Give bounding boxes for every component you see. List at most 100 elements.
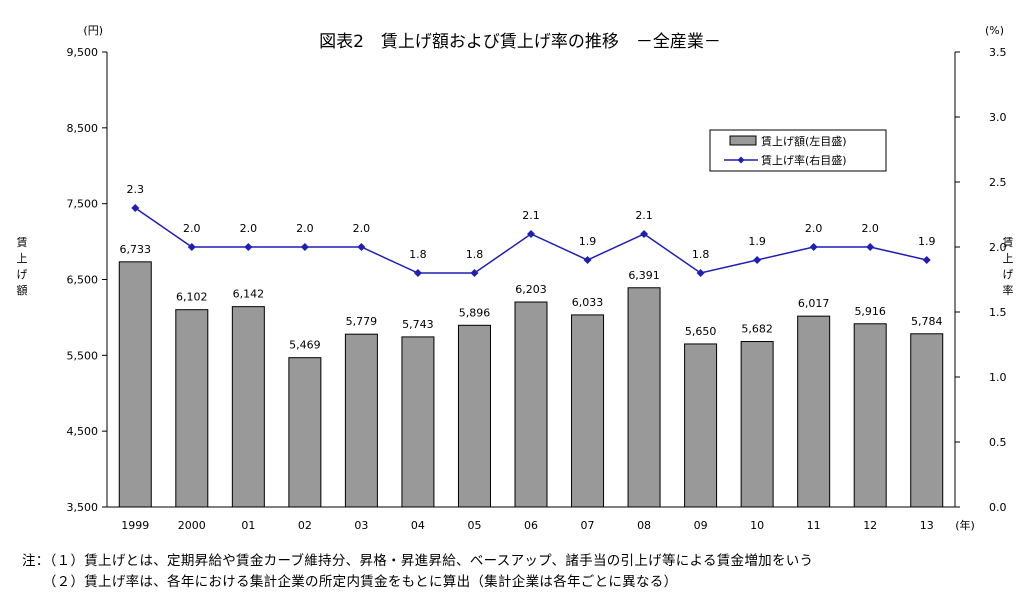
bar [401, 336, 435, 508]
x-tick-label: 05 [467, 519, 481, 532]
right-tick-label: 2.0 [989, 241, 1007, 254]
bar [797, 315, 831, 508]
bar [853, 323, 887, 508]
line-series: 2.3 2.0 2.0 2.0 2.0 1.8 1.8 2.1 1.9 2.1 1.8 1.9 2.0 2… [127, 183, 936, 277]
rate-point [187, 243, 196, 251]
rate-value-label: 1.8 [466, 248, 484, 261]
x-tick-label: 12 [863, 519, 877, 532]
rate-point [357, 243, 366, 251]
note-2: （２）賃上げ率は、各年における集計企業の所定内賃金をもとに算出（集計企業は各年ご… [22, 574, 678, 590]
rate-value-label: 2.3 [127, 183, 145, 196]
legend-bar-swatch [729, 135, 757, 146]
x-tick-label: 03 [354, 519, 368, 532]
bar [740, 341, 774, 508]
rate-point [527, 230, 535, 238]
right-axis-label-char: 上 [1003, 252, 1014, 265]
rate-point [300, 243, 309, 251]
bar-value-label: 5,916 [854, 305, 886, 318]
x-tick-label: 01 [241, 519, 255, 532]
bar-value-label: 5,784 [911, 315, 943, 328]
bar [571, 314, 605, 508]
right-tick-label: 2.5 [989, 176, 1007, 189]
bar-value-label: 5,896 [459, 306, 491, 319]
right-tick-label: 1.5 [989, 306, 1007, 319]
left-tick-label: 9,500 [67, 46, 99, 59]
chart: 図表2 賃上げ額および賃上げ率の推移 －全産業－ 3,500 4,500 5,500… [17, 24, 1014, 532]
right-axis: 0.0 0.5 1.0 1.5 2.0 2.5 3.0 3.5 (%) 賃上げ率 [954, 24, 1014, 514]
rate-value-label: 2.0 [296, 222, 314, 235]
rate-value-label: 2.0 [353, 222, 371, 235]
rate-point [866, 243, 875, 251]
rate-value-label: 1.8 [692, 248, 710, 261]
legend-bar-label: 賃上げ額(左目盛) [761, 134, 847, 148]
bar-value-label: 5,469 [289, 339, 321, 352]
rate-point [470, 269, 479, 277]
rate-value-label: 2.1 [522, 209, 540, 222]
x-tick-label: 02 [298, 519, 312, 532]
x-axis: 1999 2000 01 02 03 04 05 06 07 08 09 10 11 12 13 (年) [107, 506, 975, 532]
right-axis-label-char: 賃 [1003, 235, 1014, 249]
bar [457, 324, 491, 508]
right-tick-label: 3.5 [989, 46, 1007, 59]
bar-value-label: 6,733 [120, 243, 152, 256]
left-axis-label-char: げ [17, 268, 28, 281]
rate-point [809, 243, 818, 251]
rate-point [696, 269, 705, 277]
right-axis-unit: (%) [985, 24, 1004, 37]
rate-value-label: 1.8 [409, 248, 427, 261]
note-1: 注：（１）賃上げとは、定期昇給や賃金カーブ維持分、昇格・昇進昇給、ベースアップ、… [22, 553, 814, 569]
bar [627, 287, 661, 508]
rate-value-label: 1.9 [579, 235, 597, 248]
x-tick-label: 11 [807, 519, 821, 532]
left-tick-label: 6,500 [67, 274, 99, 287]
bar-value-label: 6,391 [628, 269, 660, 282]
bar-value-label: 6,017 [798, 297, 830, 310]
bar [344, 333, 378, 508]
rate-value-label: 2.0 [183, 222, 201, 235]
bar [684, 343, 718, 508]
right-axis-label-char: げ [1003, 268, 1014, 281]
x-tick-label: 2000 [178, 519, 206, 532]
bar-value-label: 6,142 [233, 288, 265, 301]
bar-series: 6,733 6,102 6,142 5,469 5,779 5,743 5,896 6,203… [118, 243, 944, 508]
rate-value-label: 1.9 [748, 235, 766, 248]
x-axis-unit: (年) [955, 518, 975, 532]
legend-line-label: 賃上げ率(右目盛) [761, 153, 847, 167]
bar-value-label: 6,203 [515, 283, 547, 296]
rate-value-label: 2.0 [861, 222, 879, 235]
bar-value-label: 5,743 [402, 318, 434, 331]
left-tick-label: 3,500 [67, 501, 99, 514]
legend: 賃上げ額(左目盛) 賃上げ率(右目盛) [709, 129, 887, 172]
left-axis-label-char: 額 [17, 284, 28, 297]
bar [288, 357, 322, 508]
bar-value-label: 5,779 [346, 315, 378, 328]
bar-value-label: 6,102 [176, 291, 208, 304]
left-axis-label-char: 上 [17, 252, 28, 265]
left-tick-label: 7,500 [67, 198, 99, 211]
chart-title: 図表2 賃上げ額および賃上げ率の推移 －全産業－ [319, 32, 721, 52]
x-tick-label: 10 [750, 519, 764, 532]
bar [910, 333, 944, 508]
x-tick-label: 1999 [121, 519, 149, 532]
left-axis-label-char: 賃 [17, 235, 28, 249]
bar-value-label: 6,033 [572, 296, 604, 309]
legend-line-marker [737, 156, 745, 164]
rate-point [922, 256, 931, 264]
right-tick-label: 0.0 [989, 501, 1007, 514]
rate-point [640, 230, 649, 238]
x-tick-label: 06 [524, 519, 538, 532]
rate-value-label: 1.9 [918, 235, 936, 248]
rate-point [583, 256, 592, 264]
x-tick-label: 13 [920, 519, 934, 532]
rate-value-label: 2.1 [635, 209, 653, 222]
rate-point [244, 243, 253, 251]
left-axis-unit: (円) [83, 24, 103, 37]
bar [118, 261, 152, 508]
x-tick-label: 07 [581, 519, 595, 532]
rate-point [753, 256, 762, 264]
left-axis: 3,500 4,500 5,500 6,500 7,500 8,500 9,500 (円) 賃上… [17, 24, 108, 514]
left-tick-label: 8,500 [67, 122, 99, 135]
bar [514, 301, 548, 508]
right-tick-label: 0.5 [989, 436, 1007, 449]
rate-value-label: 2.0 [805, 222, 823, 235]
